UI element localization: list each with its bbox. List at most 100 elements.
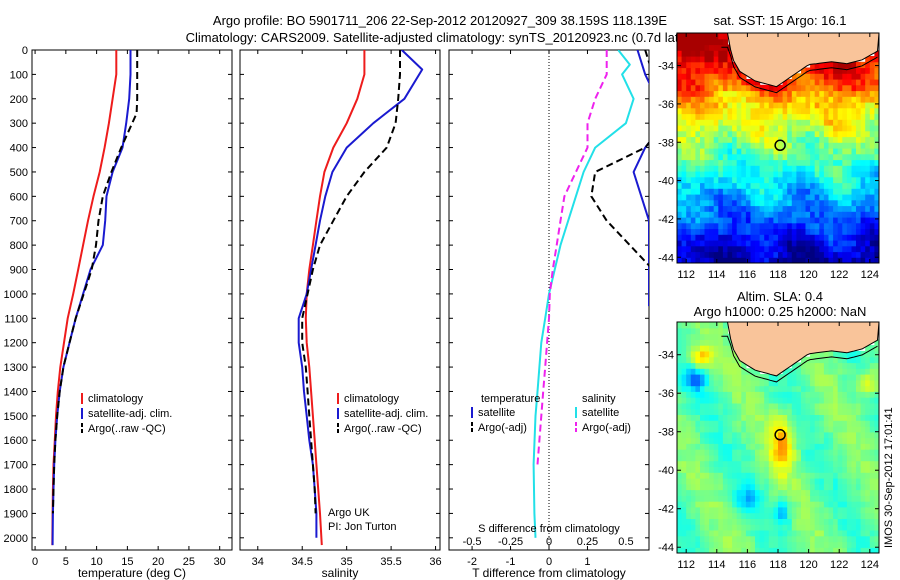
map-cell [773, 113, 779, 120]
map-cell [722, 222, 729, 230]
map-cell [736, 547, 742, 553]
map-cell [750, 142, 756, 149]
map-cell [718, 44, 724, 51]
map-cell [745, 188, 752, 195]
map-cell [727, 56, 733, 63]
map-cell [842, 506, 848, 514]
map-cell [695, 472, 701, 479]
map-cell [778, 489, 784, 496]
map-cell [732, 350, 738, 358]
sst-map: 112 114 116 118 120 122 124-34-36-38-40-42-44 [658, 32, 884, 281]
map-cell [700, 130, 706, 138]
map-cell [695, 379, 701, 387]
map-cell [773, 374, 779, 381]
map-cell [727, 240, 733, 247]
map-cell [741, 483, 747, 491]
map-cell [713, 460, 719, 467]
map-cell [759, 130, 765, 138]
map-cell [860, 159, 866, 166]
map-cell [842, 426, 848, 433]
map-cell [759, 228, 765, 235]
map-cell [677, 240, 683, 247]
map-cell [755, 194, 761, 201]
map-cell [704, 443, 710, 450]
map-cell [874, 541, 879, 548]
map-cell [718, 159, 724, 166]
map-cell [681, 165, 687, 172]
map-cell [768, 535, 774, 543]
map-cell [681, 245, 687, 253]
map-cell [736, 176, 742, 184]
map-cell [759, 205, 765, 212]
map-cell [869, 477, 875, 485]
map-cell [842, 205, 848, 212]
map-cell [736, 483, 742, 491]
map-cell [709, 449, 715, 456]
map-cell [801, 188, 807, 195]
map-cell [764, 245, 770, 253]
map-cell [869, 159, 875, 166]
map-cell [814, 130, 820, 138]
map-cell [727, 257, 733, 263]
map-cell [764, 182, 770, 189]
map-cell [842, 102, 848, 109]
map-cell [819, 113, 825, 120]
map-cell [860, 495, 866, 502]
map-cell [759, 142, 765, 149]
map-cell [709, 182, 715, 189]
map-cell [764, 477, 770, 485]
map-cell [677, 113, 683, 120]
map-cell [837, 84, 843, 92]
map-cell [787, 217, 793, 224]
map-cell [819, 524, 825, 531]
map-cell [814, 397, 820, 404]
map-cell [741, 188, 747, 195]
map-cell [773, 90, 779, 97]
map-cell [851, 547, 857, 553]
map-cell [778, 251, 784, 258]
map-cell [700, 345, 706, 352]
map-cell [846, 431, 853, 439]
map-cell [755, 420, 761, 427]
map-cell [700, 188, 706, 195]
map-cell [704, 90, 710, 97]
map-cell [828, 547, 834, 553]
map-cell [704, 437, 710, 444]
map-cell [805, 362, 811, 369]
map-cell [778, 547, 784, 553]
map-cell [681, 339, 687, 346]
map-cell [778, 512, 784, 519]
map-cell [695, 350, 701, 358]
map-cell [819, 414, 825, 421]
map-cell [801, 222, 807, 230]
map-cell [764, 426, 770, 433]
map-cell [791, 159, 797, 166]
map-cell [828, 385, 834, 392]
map-cell [732, 426, 738, 433]
map-cell [879, 183, 884, 189]
map-cell [846, 535, 853, 543]
lon-tick-label: 124 [861, 559, 879, 571]
map-cell [704, 67, 710, 74]
map-cell [713, 362, 719, 369]
map-cell [759, 506, 765, 514]
map-cell [828, 130, 834, 138]
map-cell [773, 426, 779, 433]
map-cell [796, 449, 802, 456]
map-cell [851, 205, 857, 212]
map-cell [773, 454, 779, 462]
map-cell [700, 79, 706, 86]
map-cell [695, 466, 701, 473]
map-cell [686, 524, 692, 531]
map-cell [879, 148, 884, 154]
map-cell [782, 251, 788, 258]
map-cell [856, 222, 862, 230]
temperature-panel: 0100200300400500600700800900100011001200… [4, 45, 233, 580]
map-cell [879, 160, 884, 166]
map-cell [814, 483, 820, 491]
map-cell [865, 257, 871, 263]
map-cell [681, 437, 687, 444]
map-cell [704, 345, 710, 352]
lat-tick-label: -44 [658, 542, 674, 554]
map-cell [782, 228, 788, 235]
